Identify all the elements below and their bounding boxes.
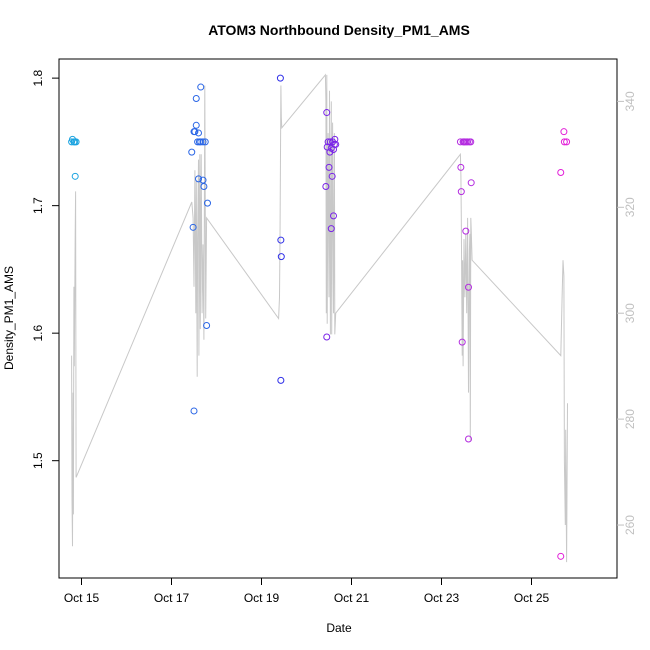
data-point	[330, 212, 337, 220]
data-point	[188, 148, 196, 156]
data-point	[328, 172, 336, 180]
data-point	[322, 183, 330, 191]
data-point	[195, 175, 202, 183]
data-point	[465, 283, 472, 291]
data-point	[467, 138, 475, 146]
points-layer	[68, 74, 571, 560]
data-point	[197, 83, 205, 91]
y-tick-label: 1.7	[31, 197, 45, 214]
y-tick-label: 1.5	[31, 452, 45, 469]
data-point	[467, 179, 475, 187]
axes-layer: Oct 15 Oct 17 Oct 19 Oct 21 Oct 23 Oct 25 1.5 1…	[31, 69, 637, 605]
data-point	[457, 188, 465, 196]
data-point	[324, 138, 332, 146]
data-point	[200, 183, 208, 191]
data-point	[190, 407, 198, 415]
data-point	[201, 138, 209, 146]
data-point	[462, 227, 470, 235]
right-y-tick-label: 340	[623, 91, 637, 111]
x-tick-label: Oct 15	[64, 591, 100, 605]
right-y-tick-label: 320	[623, 197, 637, 217]
data-point	[557, 552, 565, 560]
data-point	[560, 138, 568, 146]
data-point	[72, 138, 80, 146]
secondary-line-layer	[71, 73, 568, 563]
x-tick-label: Oct 23	[424, 591, 460, 605]
data-point	[277, 236, 285, 244]
data-point	[327, 225, 335, 233]
data-point	[277, 253, 285, 261]
data-point	[204, 199, 211, 207]
data-point	[332, 140, 340, 148]
right-y-tick-label: 300	[623, 303, 637, 323]
data-point	[189, 223, 197, 231]
data-point	[563, 138, 571, 146]
data-point	[325, 163, 333, 171]
data-point	[277, 376, 285, 384]
data-point	[557, 168, 565, 176]
data-point	[323, 333, 331, 341]
chart-title: ATOM3 Northbound Density_PM1_AMS	[208, 22, 470, 38]
x-tick-label: Oct 19	[244, 591, 280, 605]
y-axis-label: Density_PM1_AMS	[2, 266, 16, 370]
data-point	[195, 129, 202, 137]
right-y-tick-label: 260	[623, 515, 637, 535]
x-tick-label: Oct 25	[514, 591, 550, 605]
x-tick-label: Oct 21	[334, 591, 370, 605]
data-point	[197, 138, 205, 146]
data-point	[199, 138, 207, 146]
data-point	[323, 109, 331, 117]
data-point	[203, 322, 211, 330]
data-point	[331, 135, 339, 143]
y-tick-label: 1.6	[31, 325, 45, 342]
data-point	[457, 163, 465, 171]
x-tick-label: Oct 17	[154, 591, 190, 605]
data-point	[71, 172, 79, 180]
x-axis-label: Date	[326, 621, 352, 635]
data-point	[192, 95, 200, 103]
data-point	[191, 128, 199, 136]
data-point	[276, 74, 284, 82]
data-point	[192, 121, 200, 129]
right-y-tick-label: 280	[623, 409, 637, 429]
y-tick-label: 1.8	[31, 69, 45, 86]
data-point	[560, 128, 568, 136]
data-point	[465, 435, 472, 443]
data-point	[458, 338, 466, 346]
secondary-series-line	[71, 73, 568, 563]
